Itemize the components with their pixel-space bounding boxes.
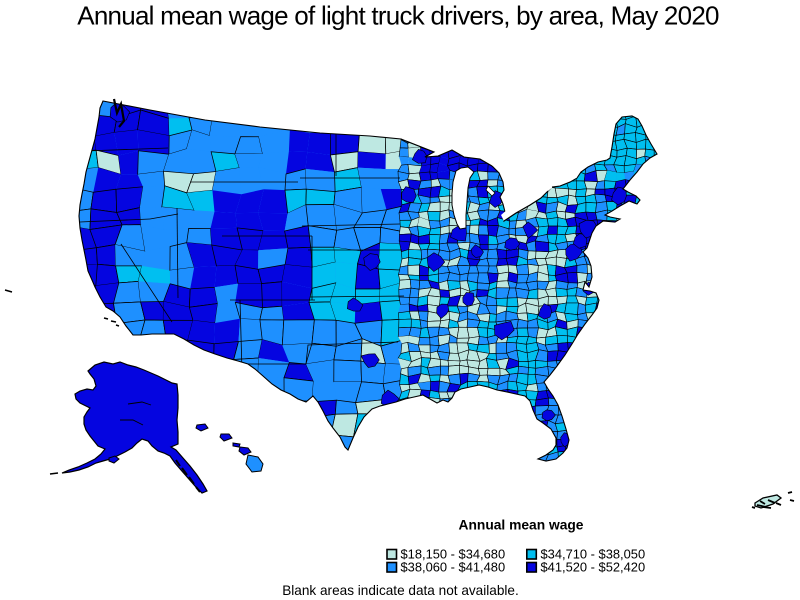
svg-text:$34,710 - $38,050: $34,710 - $38,050	[541, 547, 646, 562]
svg-text:$18,150 - $34,680: $18,150 - $34,680	[401, 547, 506, 562]
svg-text:$41,520 - $52,420: $41,520 - $52,420	[541, 560, 646, 575]
svg-text:Annual mean wage: Annual mean wage	[459, 518, 584, 533]
svg-text:Blank areas indicate data not: Blank areas indicate data not available.	[282, 583, 519, 598]
svg-text:$38,060 - $41,480: $38,060 - $41,480	[401, 560, 506, 575]
svg-text:Annual mean wage of light truc: Annual mean wage of light truck drivers,…	[77, 1, 719, 31]
